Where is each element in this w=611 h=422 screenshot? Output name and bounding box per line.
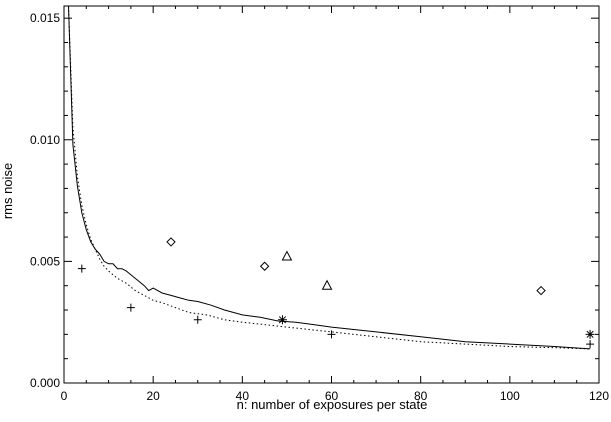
y-tick-label: 0.005 <box>30 254 60 268</box>
triangle-marker <box>321 279 333 290</box>
diamond-marker <box>166 237 176 247</box>
plus-marker <box>77 264 86 273</box>
axes-frame <box>63 5 600 384</box>
asterisk-marker <box>277 315 287 325</box>
triangle-marker <box>281 250 293 261</box>
x-tick-label: 60 <box>325 389 339 403</box>
plus-marker <box>586 340 595 349</box>
plot-frame <box>63 5 600 384</box>
diamond-marker <box>259 261 270 271</box>
series-layer <box>68 6 595 350</box>
solid-curve <box>68 6 591 350</box>
dotted-curve <box>68 6 591 350</box>
tick-layer: 0 20 40 60 80 100 120 0.000 0.005 0.010 0.015 <box>30 6 609 403</box>
x-tick-label: 40 <box>236 389 250 403</box>
x-tick-label: 0 <box>61 389 68 403</box>
x-axis-label: n: number of exposures per state <box>237 397 428 412</box>
y-tick-label: 0.000 <box>30 376 60 390</box>
diamond-marker <box>536 285 546 296</box>
x-tick-label: 120 <box>589 389 609 403</box>
x-tick-label: 20 <box>146 389 160 403</box>
x-tick-label: 100 <box>500 389 520 403</box>
plus-marker <box>126 303 135 312</box>
y-tick-label: 0.010 <box>30 133 60 147</box>
x-tick-label: 80 <box>414 389 428 403</box>
plus-marker <box>193 315 202 324</box>
asterisk-marker <box>585 329 595 339</box>
y-axis-label: rms noise <box>0 163 15 219</box>
plus-marker <box>327 330 336 339</box>
y-tick-label: 0.015 <box>30 11 60 25</box>
